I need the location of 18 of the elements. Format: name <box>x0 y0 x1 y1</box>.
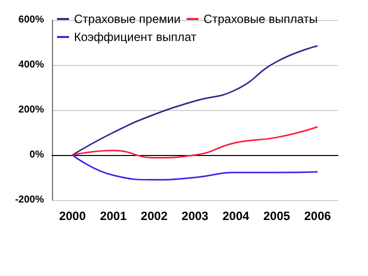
y-tick-label: 200% <box>18 104 44 116</box>
x-tick-label: 2006 <box>304 209 332 223</box>
x-tick-label: 2000 <box>59 209 86 223</box>
line-series <box>72 154 318 180</box>
y-tick-label: -200% <box>15 194 44 206</box>
legend-label: Страховые выплаты <box>204 12 318 26</box>
legend-label: Коэффициент выплат <box>74 30 197 44</box>
legend-label: Страховые премии <box>74 12 181 26</box>
x-tick-label: 2003 <box>182 209 209 223</box>
y-tick-label: 400% <box>18 60 44 70</box>
x-tick-label: 2005 <box>263 209 290 223</box>
line-series <box>72 126 318 158</box>
y-tick-label: 600% <box>18 14 44 26</box>
line-series <box>72 45 318 156</box>
x-tick-label: 2001 <box>100 209 127 223</box>
x-tick-label: 2004 <box>222 209 250 223</box>
y-tick-label: 0% <box>30 150 44 160</box>
x-tick-label: 2002 <box>140 209 168 223</box>
